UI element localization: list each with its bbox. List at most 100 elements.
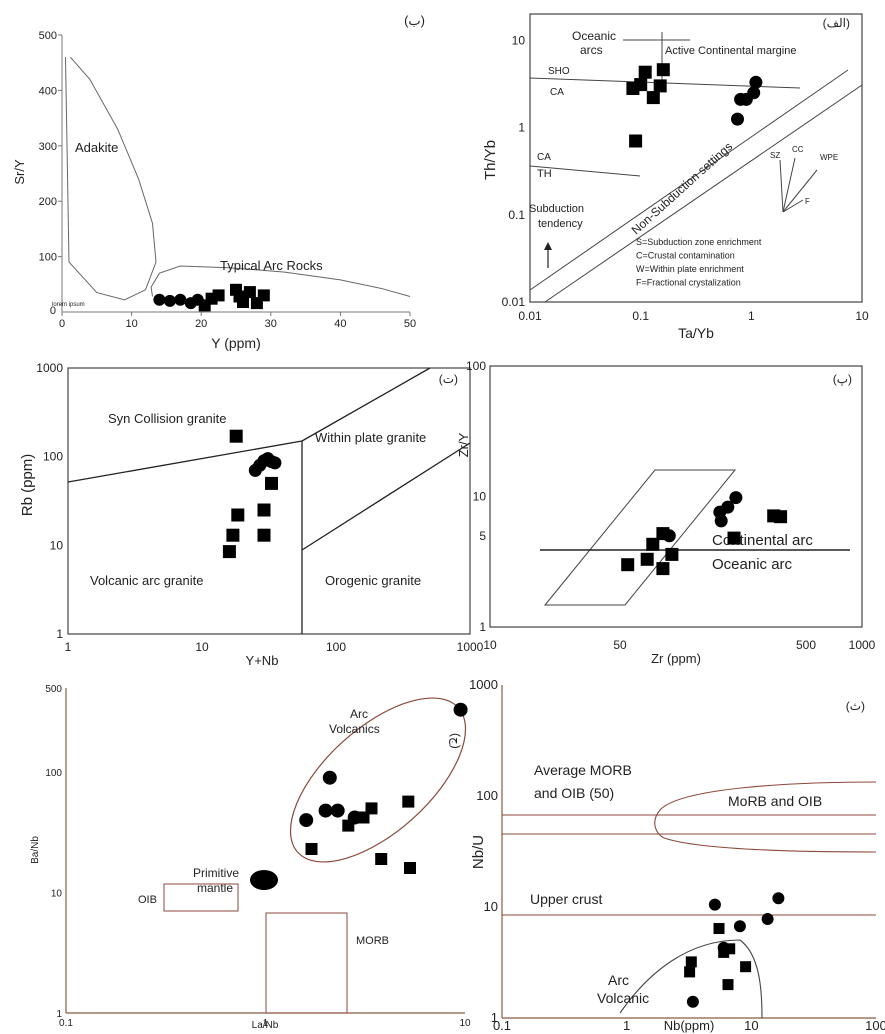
syn-wpg-boundary xyxy=(301,367,431,442)
sz-vector xyxy=(779,159,784,213)
tendency-label: tendency xyxy=(538,218,583,230)
data-point-square xyxy=(640,552,654,566)
wpe-vector xyxy=(782,169,818,213)
data-point-square xyxy=(646,91,660,105)
data-point-square xyxy=(357,811,370,824)
y-tick-label: 400 xyxy=(39,85,57,97)
arc-label: Arc xyxy=(350,707,368,721)
panel-p-zr-y-vs-zr: 10 50 500 1000 1 5 10 100 Zr (ppm) Zr/Y (پ) Contine… xyxy=(456,359,876,666)
subduction-label: Subduction xyxy=(529,203,584,215)
data-point-circle xyxy=(729,491,743,505)
morb-oib-label: MoRB and OIB xyxy=(728,793,822,809)
data-point-square xyxy=(718,946,730,958)
data-point-square xyxy=(665,547,679,561)
cc-vector xyxy=(782,157,796,213)
data-point-circle xyxy=(330,803,345,818)
y-tick-label: 0.1 xyxy=(508,208,525,222)
volcanic-arc-label: Volcanic arc granite xyxy=(90,573,203,588)
orogenic-label: Orogenic granite xyxy=(325,573,421,588)
panel-label: (ج) xyxy=(449,733,463,749)
y-axis-label: Th/Yb xyxy=(482,140,499,180)
x-tick-label: 0.1 xyxy=(632,309,649,323)
morb-box xyxy=(265,912,348,1014)
sz-label: SZ xyxy=(770,151,780,160)
panel-th-nb-u-vs-nb: 0.1 1 10 1001101001000Nb(ppm)Nb/U(ث)Average… xyxy=(469,677,885,1033)
data-point-circle xyxy=(733,920,746,933)
panel-j-ba-nb-vs-la-nb: 0.1 1 10110100500La/NbBa/Nb(ج)ArcVolcanics… xyxy=(30,684,471,1031)
arc-field-boundary xyxy=(150,265,411,297)
y-zero-label: 0 xyxy=(50,305,56,317)
data-point-square xyxy=(656,63,670,77)
data-point-circle xyxy=(761,913,774,925)
y-tick-label: 100 xyxy=(466,359,486,373)
y-axis-label: Nb/U xyxy=(470,835,487,869)
data-point-circle xyxy=(686,995,699,1008)
panel-label: (پ) xyxy=(833,372,852,386)
x-tick-label: 10 xyxy=(195,640,209,654)
wpe-label: WPE xyxy=(820,153,838,162)
x-tick-label: 10 xyxy=(483,638,497,652)
data-point-square xyxy=(375,853,388,865)
data-point-square xyxy=(365,802,378,815)
data-point-square xyxy=(653,79,667,93)
primitive-mantle-marker xyxy=(250,870,278,890)
panel-label: (ث) xyxy=(846,699,865,713)
x-axis-label: Y+Nb xyxy=(246,653,279,668)
average-oib-label: and OIB (50) xyxy=(534,785,614,801)
data-point-circle xyxy=(453,702,468,717)
sho-label: SHO xyxy=(548,66,570,77)
oib-box xyxy=(163,883,239,912)
x-tick-label: 1 xyxy=(65,640,72,654)
data-point-square xyxy=(621,558,635,572)
data-point-square xyxy=(727,531,741,545)
small-label: lorem ipsum xyxy=(52,302,85,308)
y-tick-label: 10 xyxy=(512,33,526,47)
legend-line-4: F=Fractional crystalization xyxy=(636,278,741,288)
data-point-square xyxy=(257,528,271,542)
y-tick-label: 1 xyxy=(56,627,63,641)
data-point-square xyxy=(634,78,648,92)
y-tick-label: 100 xyxy=(476,788,498,803)
y-tick-label: 1000 xyxy=(36,361,63,375)
x-tick-label: 0.1 xyxy=(59,1018,73,1029)
legend-line-3: W=Within plate enrichment xyxy=(636,264,744,274)
plot-frame xyxy=(67,367,471,635)
syn-collision-label: Syn Collision granite xyxy=(108,411,227,426)
data-point-square xyxy=(685,956,697,968)
data-point-circle xyxy=(772,892,785,905)
data-point-square xyxy=(722,979,734,991)
x-tick-label: 0.1 xyxy=(493,1018,511,1033)
data-point-square xyxy=(774,510,788,524)
adakite-field-boundary xyxy=(65,56,157,301)
y-axis-label: Rb (ppm) xyxy=(19,454,36,517)
data-point-square xyxy=(257,503,271,517)
th-label: TH xyxy=(537,168,552,180)
morb-oib-field xyxy=(654,781,877,853)
x-tick-label: 500 xyxy=(796,638,816,652)
y-tick-label: 200 xyxy=(39,196,57,208)
data-point-square xyxy=(404,862,416,874)
y-tick-label: 10 xyxy=(51,889,63,900)
adakite-label: Adakite xyxy=(75,140,118,155)
data-point-circle xyxy=(268,456,282,470)
x-tick-label: 0.01 xyxy=(518,309,542,323)
x-tick-label: 40 xyxy=(334,318,346,330)
x-tick-label: 10 xyxy=(125,318,137,330)
data-point-square xyxy=(646,537,660,551)
syn-vag-boundary xyxy=(67,440,303,483)
non-subduction-label: Non-Subduction settings xyxy=(629,139,736,237)
x-tick-label: 1 xyxy=(623,1018,630,1033)
x-tick-label: 10 xyxy=(744,1018,758,1033)
data-point-square xyxy=(638,65,652,79)
y-tick-label: 1 xyxy=(56,1009,62,1020)
arc-label: Arc xyxy=(608,972,629,988)
arcs-label: arcs xyxy=(580,43,603,57)
data-point-square xyxy=(257,289,270,302)
data-point-square xyxy=(713,923,725,934)
x-tick-label: 0 xyxy=(59,318,65,330)
oib-label: OIB xyxy=(138,894,157,906)
data-point-square xyxy=(237,296,249,308)
data-point-square xyxy=(305,843,318,855)
data-point-circle xyxy=(153,293,166,306)
